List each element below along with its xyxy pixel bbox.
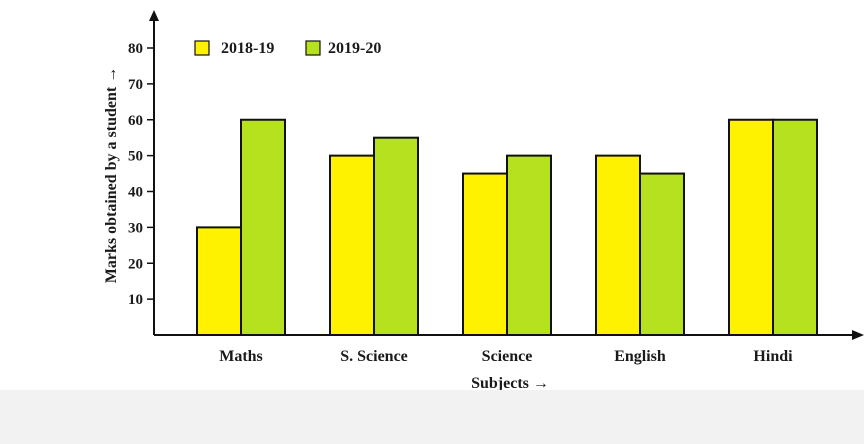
legend-swatch-2019-20: [305, 40, 321, 56]
x-category-label: Science: [482, 348, 533, 365]
bar-2019-20-maths: [240, 118, 286, 336]
x-category-label: Maths: [219, 348, 263, 365]
x-category-label: English: [614, 348, 666, 365]
bar-2018-19-hindi: [728, 118, 774, 336]
y-tick-label: 60: [128, 113, 143, 129]
y-tick-label: 30: [128, 220, 143, 236]
bar-chart: 10 20 30 40 50 60 70 80 Maths S. Science Science E…: [103, 10, 864, 392]
bottom-band: [0, 390, 864, 444]
x-category-label: Hindi: [753, 348, 793, 365]
chart: 10 20 30 40 50 60 70 80 Maths S. Science Science E…: [103, 10, 864, 392]
y-axis-arrow: [149, 10, 159, 21]
bar-2018-19-english: [595, 154, 641, 336]
legend: 2018-19 2019-20: [194, 40, 381, 57]
bar-2019-20-science: [506, 154, 552, 336]
y-tick-label: 10: [128, 292, 143, 308]
bar-2018-19-s-science: [329, 154, 375, 336]
y-tick-label: 80: [128, 41, 143, 57]
bar-2018-19-science: [462, 172, 508, 336]
legend-label-2019-20: 2019-20: [328, 40, 381, 57]
bar-2019-20-s-science: [373, 136, 419, 336]
x-axis-title: Subjects →: [471, 375, 549, 390]
y-tick-label: 70: [128, 77, 143, 93]
y-tick-label: 20: [128, 256, 143, 272]
y-tick-label: 40: [128, 185, 143, 201]
legend-swatch-2018-19: [194, 40, 210, 56]
legend-label-2018-19: 2018-19: [221, 40, 274, 57]
y-tick-label: 50: [128, 149, 143, 165]
x-category-label: S. Science: [340, 348, 408, 365]
bar-2019-20-english: [639, 172, 685, 336]
bar-2019-20-hindi: [772, 118, 818, 336]
bar-2018-19-maths: [196, 226, 242, 336]
y-axis-title: Marks obtained by a student →: [103, 67, 120, 283]
x-axis-arrow: [852, 330, 864, 340]
